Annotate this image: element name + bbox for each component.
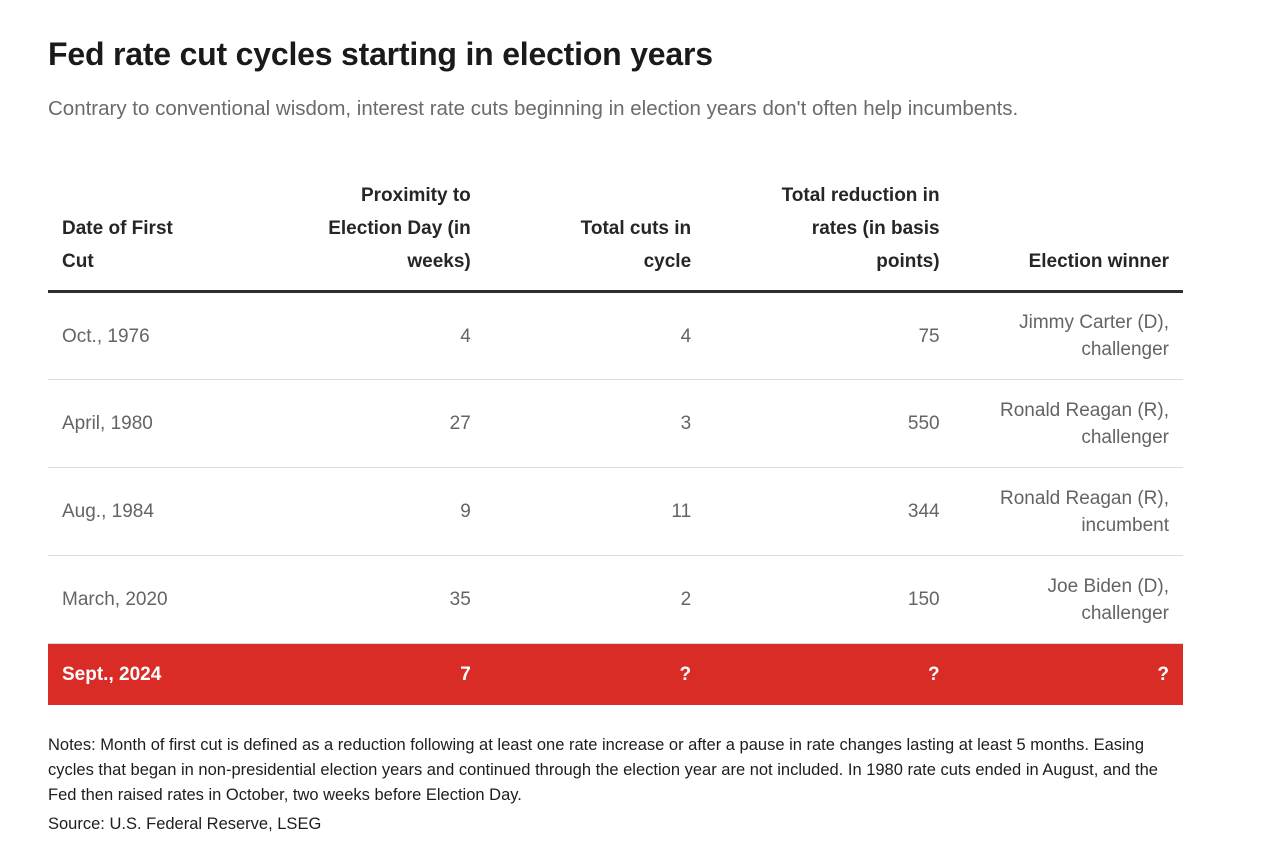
winner-line: Ronald Reagan (R), <box>1000 399 1169 421</box>
cell-proximity: 7 <box>288 643 485 705</box>
winner-line: challenger <box>1081 602 1169 624</box>
cell-election-winner: Jimmy Carter (D), challenger <box>953 291 1183 381</box>
column-header-date: Date of First Cut <box>48 179 289 294</box>
source-text: Source: U.S. Federal Reserve, LSEG <box>48 814 322 833</box>
column-header-line: Total reduction in <box>781 185 940 207</box>
page-subtitle: Contrary to conventional wisdom, interes… <box>48 96 1019 120</box>
column-header-line: points) <box>876 251 940 273</box>
table-row-1976: Oct., 1976 4 4 75 Jimmy Carter (D), chal… <box>48 291 1183 381</box>
column-header-line: Proximity to <box>360 185 471 207</box>
column-header-line: Election winner <box>1028 251 1169 273</box>
cell-total-cuts: ? <box>484 643 706 705</box>
cell-total-cuts: 2 <box>484 555 706 645</box>
cell-total-reduction: 550 <box>705 379 954 469</box>
winner-line: incumbent <box>1081 514 1169 536</box>
cell-proximity: 9 <box>288 467 485 557</box>
cell-proximity: 27 <box>288 379 485 469</box>
cell-date: Sept., 2024 <box>48 643 289 705</box>
cell-total-cuts: 11 <box>484 467 706 557</box>
cell-election-winner: ? <box>953 643 1183 705</box>
winner-line: Joe Biden (D), <box>1047 575 1169 597</box>
cell-date: April, 1980 <box>48 379 289 469</box>
column-header-line: Date of First <box>62 218 173 240</box>
column-header-line: Cut <box>62 251 94 273</box>
column-header-line: Election Day (in <box>328 218 471 240</box>
column-header-election-winner: Election winner <box>953 179 1183 294</box>
cell-total-reduction: ? <box>705 643 954 705</box>
cell-election-winner: Ronald Reagan (R), challenger <box>953 379 1183 469</box>
cell-date: Aug., 1984 <box>48 467 289 557</box>
graphic-container: Fed rate cut cycles starting in election… <box>48 36 1183 833</box>
table-row-1980: April, 1980 27 3 550 Ronald Reagan (R), … <box>48 379 1183 469</box>
column-header-line: cycle <box>643 251 692 273</box>
winner-line: challenger <box>1081 339 1169 361</box>
cell-proximity: 4 <box>288 291 485 381</box>
table-body: Oct., 1976 4 4 75 Jimmy Carter (D), chal… <box>48 291 1183 705</box>
cell-date: Oct., 1976 <box>48 291 289 381</box>
column-header-proximity: Proximity to Election Day (in weeks) <box>288 179 485 294</box>
cell-proximity: 35 <box>288 555 485 645</box>
column-header-line: weeks) <box>407 251 471 273</box>
table-header: Date of First Cut Proximity to Election … <box>48 179 1183 294</box>
winner-line: Ronald Reagan (R), <box>1000 487 1169 509</box>
cell-election-winner: Ronald Reagan (R), incumbent <box>953 467 1183 557</box>
column-header-total-cuts: Total cuts in cycle <box>484 179 706 294</box>
footnote-text: Notes: Month of first cut is defined as … <box>48 735 1158 804</box>
cell-total-reduction: 344 <box>705 467 954 557</box>
cell-total-reduction: 75 <box>705 291 954 381</box>
cell-total-cuts: 4 <box>484 291 706 381</box>
winner-line: challenger <box>1081 426 1169 448</box>
rate-cut-table: Date of First Cut Proximity to Election … <box>48 179 1183 705</box>
table-row-2020: March, 2020 35 2 150 Joe Biden (D), chal… <box>48 555 1183 645</box>
header-row: Date of First Cut Proximity to Election … <box>48 179 1183 294</box>
cell-total-reduction: 150 <box>705 555 954 645</box>
cell-date: March, 2020 <box>48 555 289 645</box>
table-row-1984: Aug., 1984 9 11 344 Ronald Reagan (R), i… <box>48 467 1183 557</box>
cell-total-cuts: 3 <box>484 379 706 469</box>
column-header-line: Total cuts in <box>580 218 692 240</box>
column-header-line: rates (in basis <box>811 218 940 240</box>
column-header-total-reduction: Total reduction in rates (in basis point… <box>705 179 954 294</box>
table-row-2024-highlighted: Sept., 2024 7 ? ? ? <box>48 643 1183 705</box>
page-title: Fed rate cut cycles starting in election… <box>48 36 713 72</box>
cell-election-winner: Joe Biden (D), challenger <box>953 555 1183 645</box>
winner-line: Jimmy Carter (D), <box>1019 312 1169 334</box>
